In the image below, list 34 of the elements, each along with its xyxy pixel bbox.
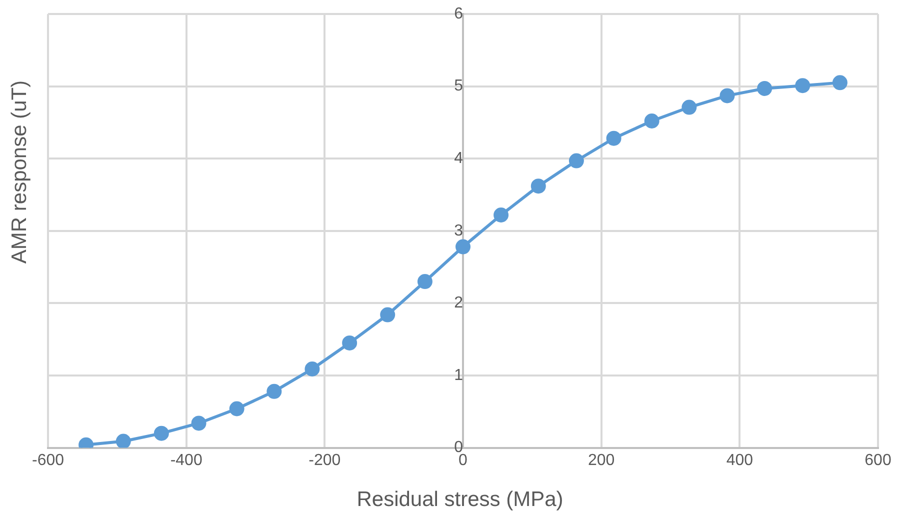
point <box>606 130 622 146</box>
point <box>682 100 697 115</box>
x-tick-label: -200 <box>308 452 341 469</box>
point <box>795 78 810 94</box>
y-tick-label: 4 <box>454 150 464 168</box>
y-tick-label: 2 <box>454 294 464 312</box>
point <box>191 416 206 431</box>
x-tick-label: 200 <box>588 452 615 469</box>
point <box>530 178 546 194</box>
point <box>116 434 131 448</box>
point <box>342 335 358 350</box>
point <box>229 401 244 416</box>
point <box>154 426 169 441</box>
y-axis-title: AMR response (uT) <box>8 79 32 266</box>
point <box>456 239 470 254</box>
point <box>417 274 432 290</box>
x-axis-title: Residual stress (MPa) <box>356 488 564 512</box>
point <box>380 307 396 322</box>
point <box>757 80 772 96</box>
x-tick-label: -600 <box>32 452 64 469</box>
point <box>494 207 509 222</box>
point <box>568 153 584 168</box>
point <box>644 114 660 129</box>
x-tick-label: 400 <box>726 452 754 469</box>
point <box>266 384 282 399</box>
y-tick-label: 5 <box>454 78 464 95</box>
y-tick-label: 3 <box>454 222 464 240</box>
point <box>720 88 735 104</box>
y-tick-label: 1 <box>454 366 464 384</box>
y-tick-label: 6 <box>454 5 464 22</box>
x-tick-label: -400 <box>170 452 202 469</box>
point <box>304 361 320 376</box>
point <box>832 75 848 90</box>
x-tick-label: 600 <box>864 452 892 469</box>
